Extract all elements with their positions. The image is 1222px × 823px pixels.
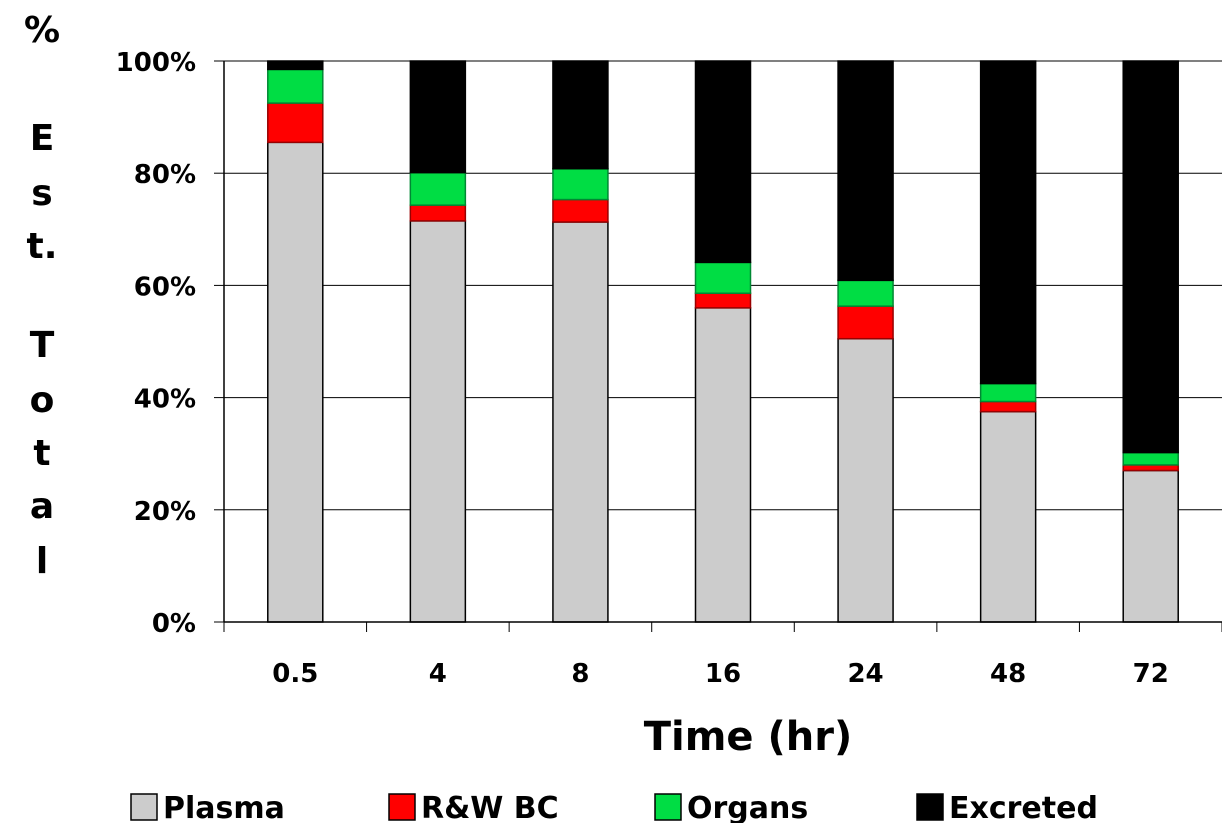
bar-segment-r-w-bc [267,102,324,144]
bar-segment-organs [552,167,609,201]
bar-segment-plasma [552,221,609,623]
bar-segment-plasma [409,220,467,623]
bar-segment-r-w-bc [979,400,1037,413]
bars [267,60,1179,623]
x-tick-label: 16 [705,659,741,689]
bar-segment-r-w-bc [552,198,609,223]
x-tick-label: 8 [571,659,589,689]
y-tick-label: 60% [134,272,196,302]
x-axis-title: Time (hr) [644,714,853,760]
y-axis-title-char: a [30,486,54,527]
y-axis-title-char: l [36,541,48,582]
y-axis-title-char: t. [27,226,58,267]
legend-label-excreted: Excreted [949,791,1098,823]
bar-segment-organs [1122,451,1179,466]
x-tick-label: 72 [1133,659,1169,689]
x-tick-label: 48 [990,659,1026,689]
legend: Plasma R&W BC Organs Excreted [130,791,1098,823]
bar-segment-organs [837,279,894,307]
x-tick-label: 0.5 [272,659,318,689]
legend-swatch-plasma [130,793,158,821]
bar-segment-organs [409,171,467,206]
y-axis-title-char: s [31,173,52,214]
x-tick-label: 4 [429,659,447,689]
bar-segment-plasma [979,410,1037,623]
y-axis-title-char: o [30,380,55,421]
bar-segment-excreted [979,60,1037,385]
bar-segment-excreted [552,60,609,170]
y-tick-label: 80% [134,160,196,190]
y-axis-title-char: % [24,10,60,51]
bar-segment-plasma [694,307,752,623]
bar-segment-organs [267,68,324,104]
y-tick-labels: 0% 20% 40% 60% 80% 100% [116,48,196,639]
legend-label-plasma: Plasma [163,791,285,823]
x-tick-label: 24 [847,659,883,689]
bar-segment-plasma [1122,469,1179,623]
x-tick-labels: 0.5 4 8 16 24 48 72 [272,659,1169,689]
bar-segment-plasma [837,337,894,623]
y-tick-label: 100% [116,48,196,78]
y-axis-title-char: E [30,118,55,159]
legend-swatch-r-w-bc [388,793,416,821]
legend-swatch-organs [654,793,682,821]
y-tick-label: 40% [134,385,196,415]
bar-segment-r-w-bc [409,204,467,222]
legend-label-r-w-bc: R&W BC [421,791,559,823]
bar-segment-excreted [1122,60,1179,454]
bar-segment-excreted [837,60,894,282]
bar-segment-r-w-bc [1122,464,1179,472]
y-tick-label: 20% [134,497,196,527]
bar-segment-excreted [694,60,752,264]
bar-segment-plasma [267,141,324,623]
legend-label-organs: Organs [687,791,808,823]
bar-segment-organs [979,382,1037,403]
bar-segment-excreted [267,60,324,71]
bar-segment-organs [694,261,752,295]
y-axis-title-char: t [33,433,50,474]
bar-segment-excreted [409,60,467,174]
legend-swatch-excreted [916,793,944,821]
bar-segment-r-w-bc [694,292,752,309]
bar-segment-r-w-bc [837,305,894,340]
y-tick-label: 0% [152,609,196,639]
axes [223,61,1222,632]
y-axis-title-char: T [30,325,55,366]
